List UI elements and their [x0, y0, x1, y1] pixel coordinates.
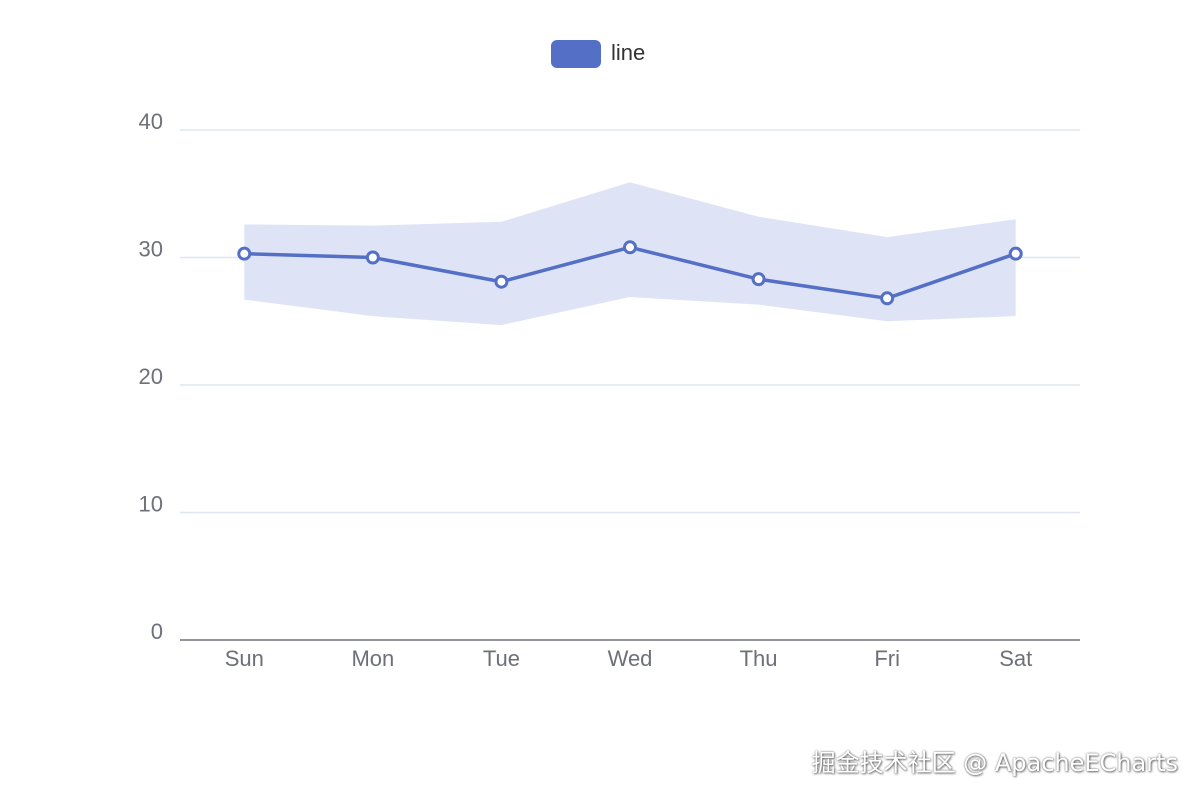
x-tick-label: Mon	[351, 646, 394, 671]
x-tick-label: Thu	[740, 646, 778, 671]
x-tick-label: Sun	[225, 646, 264, 671]
x-axis-ticks: Sun Mon Tue Wed Thu Fri Sat	[225, 646, 1033, 671]
data-point[interactable]	[365, 250, 380, 265]
y-tick-label: 20	[139, 364, 163, 389]
data-points	[237, 240, 1023, 306]
legend[interactable]: line	[551, 40, 645, 68]
data-point[interactable]	[623, 240, 637, 255]
y-tick-label: 0	[151, 619, 163, 644]
data-point[interactable]	[751, 272, 766, 287]
y-tick-label: 30	[139, 236, 163, 261]
data-point[interactable]	[880, 291, 895, 306]
x-tick-label: Wed	[608, 646, 653, 671]
legend-swatch[interactable]	[551, 40, 601, 68]
x-tick-label: Sat	[999, 646, 1032, 671]
data-point[interactable]	[494, 274, 509, 289]
y-tick-label: 40	[139, 109, 163, 134]
data-point[interactable]	[237, 246, 252, 261]
watermark: 掘金技术社区 @ ApacheECharts	[811, 749, 1178, 777]
data-point[interactable]	[1008, 246, 1023, 261]
legend-label-line[interactable]: line	[611, 40, 645, 65]
y-tick-label: 10	[139, 491, 163, 516]
x-tick-label: Tue	[483, 646, 520, 671]
y-axis-ticks: 0 10 20 30 40	[139, 109, 163, 644]
x-tick-label: Fri	[874, 646, 900, 671]
